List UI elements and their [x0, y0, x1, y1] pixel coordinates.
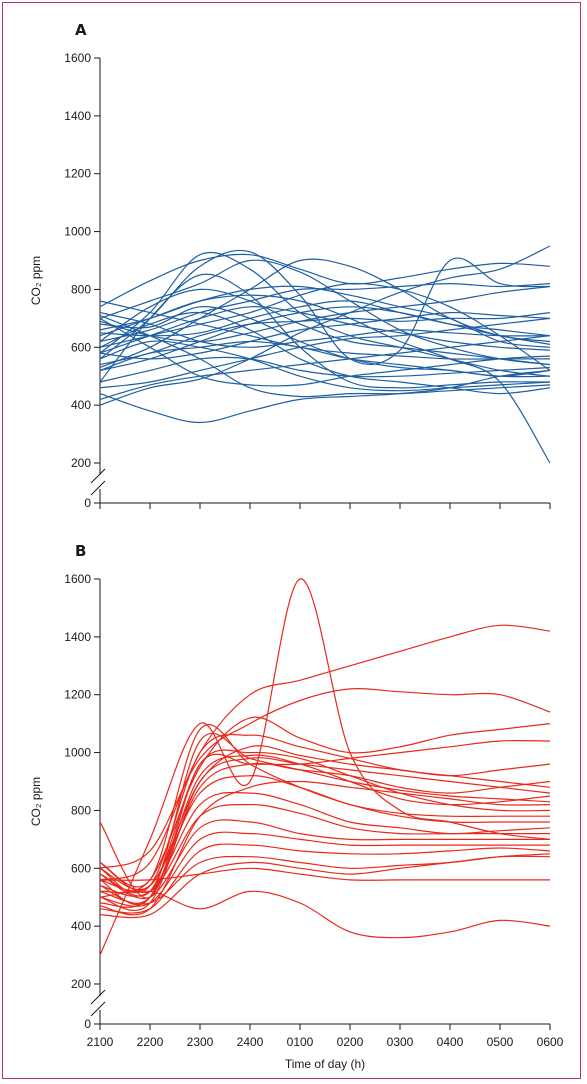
panel-b-x-tick-label-0300: 0300	[387, 1035, 414, 1049]
panel-b-x-tick-label-2300: 2300	[187, 1035, 214, 1049]
panel-b-y-axis-title: CO₂ ppm	[29, 777, 43, 826]
panel-a-axis-break-mark-top	[90, 468, 106, 484]
panel-a-series-line-9	[99, 314, 551, 398]
panel-b-series-line-12	[99, 803, 550, 894]
panel-b-y-tick-label-0: 0	[84, 1017, 91, 1031]
panel-b-axis-break-mark-top	[90, 989, 106, 1005]
panel-a-series-line-20	[99, 311, 551, 360]
panel-b-series-line-7	[99, 739, 551, 899]
panel-b-y-tick-label-200: 200	[71, 977, 91, 991]
panel-a-series-line-13	[99, 369, 551, 424]
panel-a-y-tick-label-1000: 1000	[64, 225, 91, 239]
panel-a-series-line-15	[99, 340, 551, 378]
panel-b-x-axis-title: Time of day (h)	[285, 1057, 365, 1071]
panel-a-y-tick-label-800: 800	[71, 282, 91, 296]
panel-b-series-line-5	[99, 890, 551, 939]
panel-a-series-line-25	[99, 300, 550, 360]
panel-a-series-line-11	[99, 317, 551, 387]
panel-a-y-tick-label-1200: 1200	[64, 167, 91, 181]
panel-b-series-line-21	[99, 757, 551, 911]
panel-b-x-tick-label-2400: 2400	[237, 1035, 264, 1049]
panel-b-series-line-15	[99, 843, 551, 914]
panel-b-series-line-17	[99, 855, 551, 919]
panel-b-series-line-14	[99, 831, 550, 907]
panel-a-series-line-21	[99, 282, 551, 371]
panel-b-axis-break-mark-bottom	[90, 1001, 106, 1017]
panel-a-y-tick-label-600: 600	[71, 340, 91, 354]
panel-a-series-line-22	[99, 356, 551, 383]
panel-a-y-tick-label-1600: 1600	[64, 51, 91, 65]
panel-a-series-line-23	[99, 294, 551, 464]
panel-a-y-tick-label-400: 400	[71, 398, 91, 412]
panel-b-series-line-24	[99, 732, 551, 906]
panel-b-label: B	[75, 542, 86, 560]
panel-b-series-line-19	[99, 754, 551, 904]
panel-a-series-line-14	[99, 312, 551, 366]
panel-b-series-line-22	[99, 724, 550, 888]
panel-a-series-line-4	[99, 251, 551, 377]
panel-b-y-tick-label-400: 400	[71, 919, 91, 933]
panel-a-y-tick-label-0: 0	[84, 496, 91, 510]
panel-a-series-line-8	[99, 340, 551, 392]
panel-b-x-tick-label-2200: 2200	[137, 1035, 164, 1049]
panel-a-series-line-28	[99, 317, 551, 389]
panel-a-series-line-29	[99, 285, 551, 343]
panel-b-y-tick-label-1200: 1200	[64, 688, 91, 702]
panel-b-y-tick-label-1400: 1400	[64, 630, 91, 644]
panel-a-y-axis-title: CO₂ ppm	[29, 256, 43, 305]
panel-a-series-line-18	[99, 288, 551, 366]
panel-a-series-line-7	[99, 282, 551, 343]
panel-a-series-line-2	[99, 253, 551, 308]
panel-b-y-tick-label-600: 600	[71, 861, 91, 875]
panel-b-x-tick-label-0600: 0600	[537, 1035, 564, 1049]
panel-b-series-line-3	[99, 687, 551, 869]
panel-b-x-tick-label-0400: 0400	[437, 1035, 464, 1049]
panel-b-y-tick-label-1600: 1600	[64, 572, 91, 586]
panel-b-series-line-20	[99, 733, 551, 894]
panel-b-series-line-9	[99, 762, 551, 908]
panel-b-series-line-23	[99, 780, 551, 916]
panel-b-series-line-18	[99, 749, 551, 897]
panel-a-series-line-30	[99, 306, 551, 371]
panel-b-x-tick-label-2100: 2100	[87, 1035, 114, 1049]
panel-a-series-line-16	[99, 311, 551, 395]
panel-b-series-line-13	[99, 819, 550, 900]
panel-b-series-line-6	[99, 867, 550, 881]
panel-a-label: A	[75, 21, 87, 39]
panel-a-y-tick-label-200: 200	[71, 456, 91, 470]
panel-b-y-tick-label-1000: 1000	[64, 746, 91, 760]
panel-a-y-tick-label-1400: 1400	[64, 109, 91, 123]
panel-a-series-line-27	[99, 306, 551, 354]
panel-a-series-line-26	[99, 312, 551, 348]
panel-b-x-tick-label-0100: 0100	[287, 1035, 314, 1049]
panel-b-y-tick-label-800: 800	[71, 803, 91, 817]
panel-b-x-tick-label-0200: 0200	[337, 1035, 364, 1049]
panel-a-axis-break-mark-bottom	[90, 480, 106, 496]
panel-a-series-line-1	[99, 245, 551, 406]
panel-b-x-tick-label-0500: 0500	[487, 1035, 514, 1049]
panel-a-series-line-19	[99, 259, 551, 366]
